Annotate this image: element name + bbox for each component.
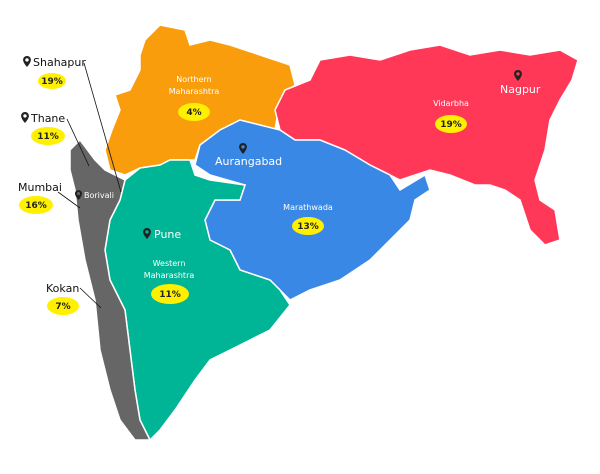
thane-percent: 11% bbox=[37, 132, 59, 142]
marathwada-badge bbox=[292, 217, 324, 235]
callout-mumbai: Mumbai bbox=[18, 181, 62, 194]
western-label-1: Western bbox=[153, 259, 186, 268]
city-nagpur: Nagpur bbox=[500, 83, 541, 96]
vidarbha-badge bbox=[435, 115, 467, 133]
thane-badge bbox=[31, 127, 65, 145]
shahapur-badge bbox=[38, 73, 66, 89]
vidarbha-percent: 19% bbox=[440, 120, 462, 130]
mumbai-percent: 16% bbox=[25, 201, 47, 211]
marathwada-label: Marathwada bbox=[283, 203, 333, 212]
kokan-percent: 7% bbox=[55, 302, 70, 312]
marathwada-percent: 13% bbox=[297, 222, 319, 232]
vidarbha-label: Vidarbha bbox=[433, 99, 469, 108]
map-pin-icon bbox=[23, 56, 31, 67]
callout-shahapur: Shahapur bbox=[33, 56, 86, 69]
map-pin-icon bbox=[21, 112, 29, 123]
northern-label-2: Maharashtra bbox=[169, 87, 220, 96]
borivali-label: Borivali bbox=[84, 191, 114, 200]
city-pune: Pune bbox=[154, 228, 181, 241]
callout-lines bbox=[57, 62, 122, 309]
northern-badge bbox=[178, 103, 210, 121]
northern-percent: 4% bbox=[186, 108, 201, 118]
region-kokan[interactable] bbox=[69, 138, 152, 441]
northern-label-1: Northern bbox=[176, 75, 212, 84]
western-badge bbox=[151, 284, 189, 304]
shahapur-percent: 19% bbox=[41, 77, 63, 87]
western-label-2: Maharashtra bbox=[144, 271, 195, 280]
city-aurangabad: Aurangabad bbox=[215, 155, 282, 168]
callout-thane: Thane bbox=[30, 112, 65, 125]
kokan-badge bbox=[47, 297, 79, 315]
callout-kokan: Kokan bbox=[46, 282, 79, 295]
mumbai-badge bbox=[19, 196, 53, 214]
western-percent: 11% bbox=[159, 290, 181, 300]
